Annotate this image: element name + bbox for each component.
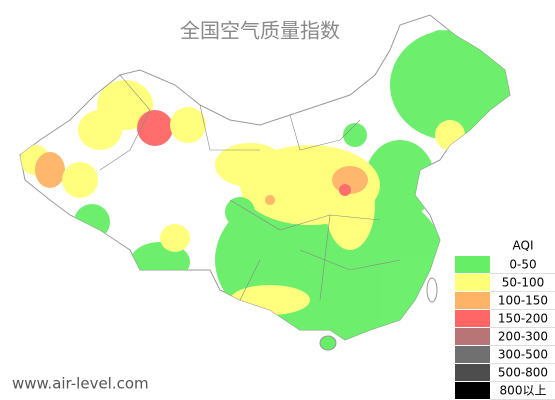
china-map: [19, 14, 511, 351]
legend-swatch: [455, 274, 490, 291]
legend-label: 200-300: [498, 330, 548, 344]
legend-label: 150-200: [498, 312, 548, 326]
legend-swatch: [455, 256, 490, 273]
legend: AQI 0-50 50-100 100-150 150-200 200-300 300-5…: [452, 236, 555, 400]
legend-label: 50-100: [502, 276, 545, 290]
legend-label: 100-150: [498, 294, 548, 308]
legend-swatch: [455, 382, 490, 399]
legend-label: 800以上: [500, 384, 547, 398]
legend-swatch: [455, 364, 490, 381]
legend-swatch: [455, 346, 490, 363]
legend-label: 0-50: [509, 258, 536, 272]
legend-label: 500-800: [498, 366, 548, 380]
watermark: www.air-level.com: [12, 375, 149, 393]
title: 全国空气质量指数: [180, 19, 340, 43]
legend-title: AQI: [513, 239, 534, 253]
legend-swatch: [455, 328, 490, 345]
legend-label: 300-500: [498, 348, 548, 362]
legend-swatch: [455, 292, 490, 309]
legend-swatch: [455, 310, 490, 327]
